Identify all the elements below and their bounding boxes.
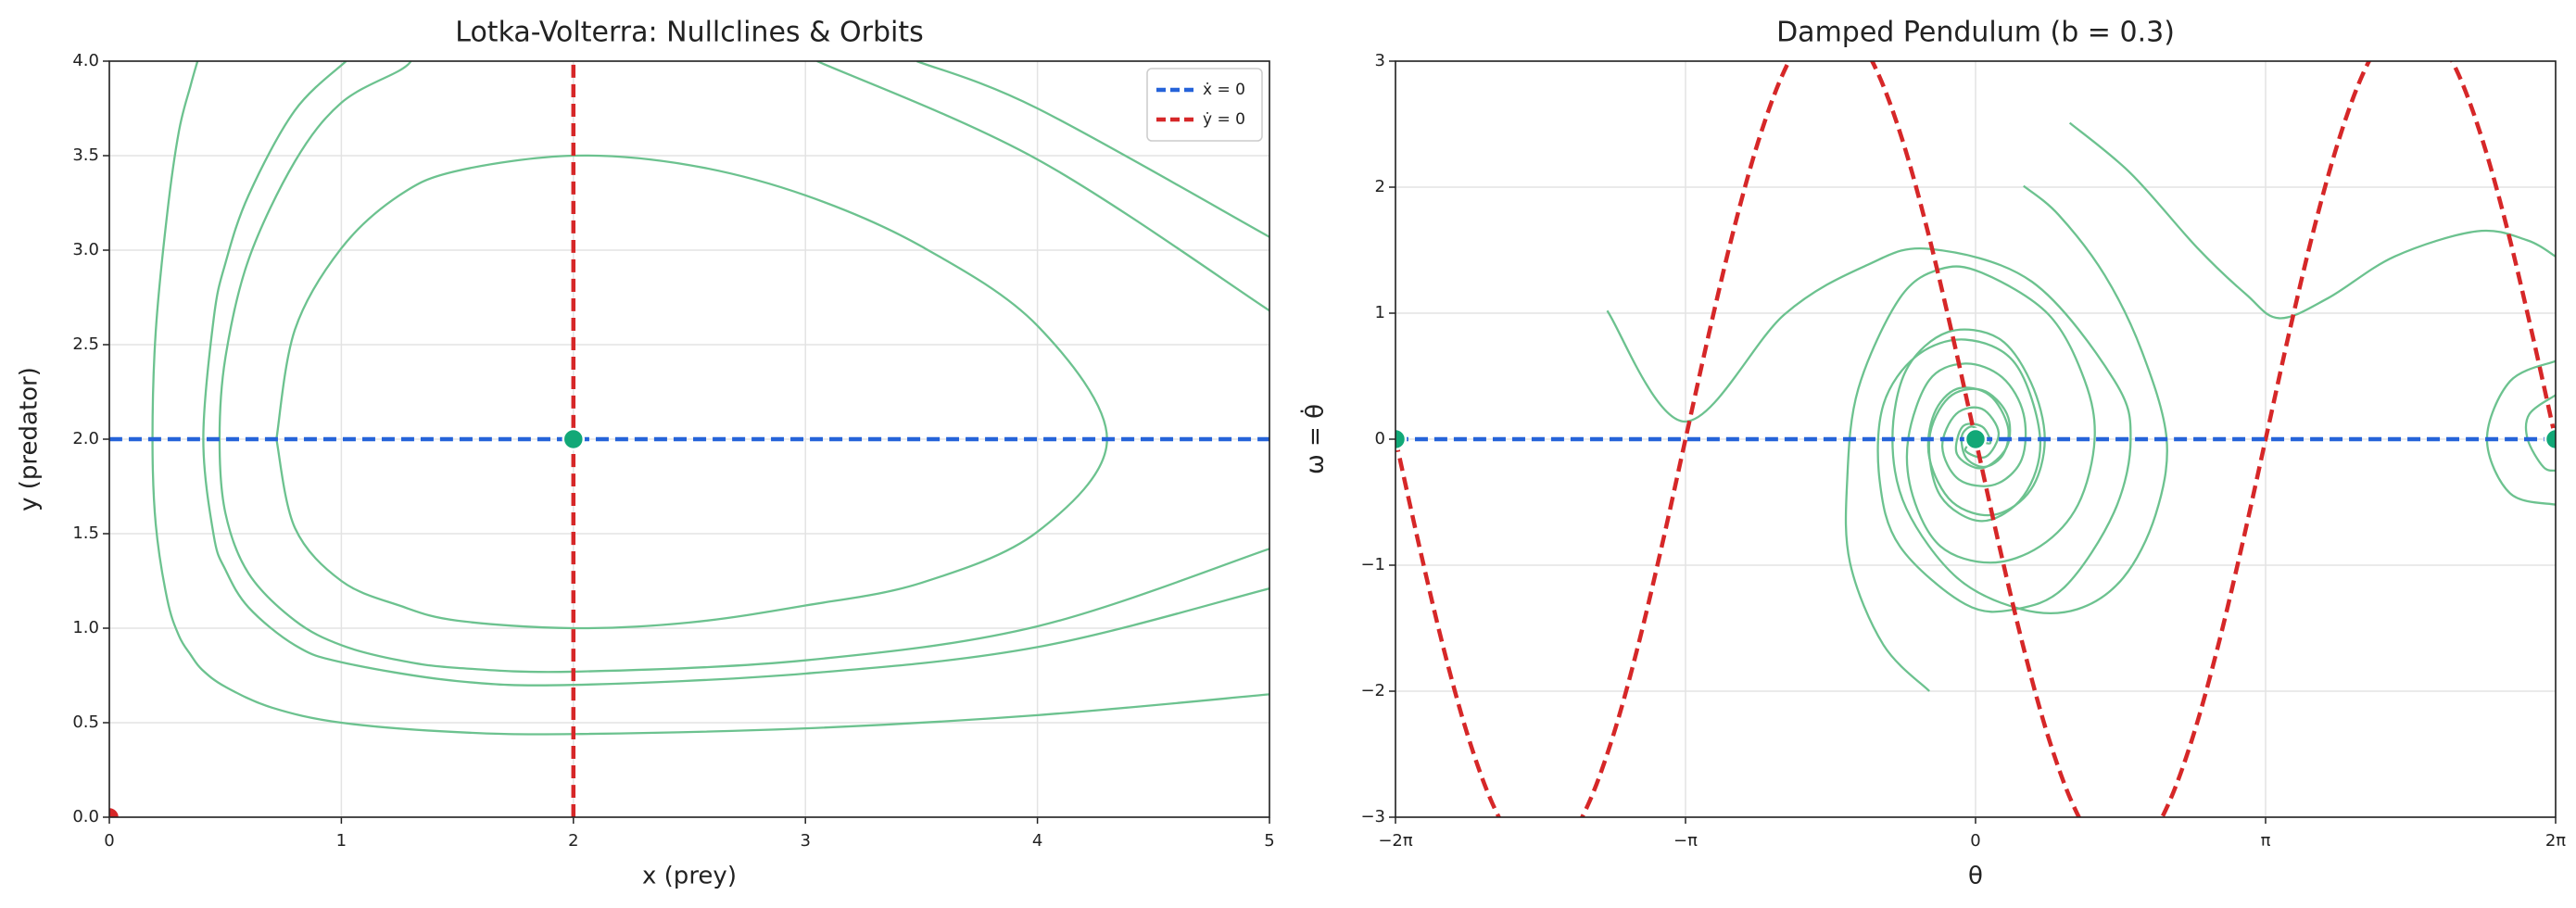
x-tick-label: 0 [1970,831,1980,851]
y-tick-label: −3 [1360,807,1385,826]
y-tick-label: 1 [1375,303,1385,322]
equilibrium-point [109,805,121,817]
y-tick-label: −2 [1360,681,1385,700]
y-tick-label: −1 [1360,555,1385,574]
legend-box [1146,68,1263,142]
x-tick-label: 3 [800,831,810,851]
orbit [1891,184,2168,615]
equilibrium-point [2544,427,2556,451]
y-tick-label: 1.0 [72,618,99,637]
equilibrium-point [1964,427,1988,451]
y-tick-label: 1.5 [72,523,99,543]
y-axis-label: ω = θ̇ [1299,404,1330,474]
y-tick-label: 2.0 [72,429,99,448]
y-tick-label: 4.0 [72,51,99,70]
y-axis-label: y (predator) [16,367,44,511]
y-tick-label: 0 [1375,429,1385,448]
axes-frame [108,60,1270,818]
y-tick-label: 3.5 [72,145,99,165]
x-tick-label: π [2261,831,2271,851]
equilibrium-point [562,427,586,451]
orbit [218,61,1269,674]
x-tick-label: −2π [1378,831,1413,851]
x-tick-label: 5 [1264,831,1274,851]
x-tick-label: 1 [336,831,347,851]
orbit [1844,265,2096,692]
orbit [151,61,1269,736]
x-axis-label: x (prey) [642,863,737,890]
orbit [275,154,1108,630]
legend-label: ẋ = 0 [1203,81,1245,99]
y-tick-label: 3 [1375,51,1385,70]
chart-title: Damped Pendulum (b = 0.3) [1776,17,2175,49]
x-tick-label: 2π [2545,831,2566,851]
x-tick-label: −π [1673,831,1698,851]
x-tick-label: 4 [1032,831,1042,851]
legend-label: ẏ = 0 [1203,110,1245,129]
y-tick-label: 3.0 [72,240,99,259]
axes-frame [1395,60,2557,818]
y-tick-label: 2 [1375,177,1385,196]
equilibrium-point [1395,427,1408,451]
x-axis-label: θ [1968,863,1983,890]
y-tick-label: 2.5 [72,334,99,354]
y-tick-label: 0.0 [72,807,99,826]
orbit [2068,121,2556,320]
y-tick-label: 0.5 [72,713,99,732]
x-tick-label: 2 [568,831,578,851]
orbit [202,61,1269,687]
x-tick-label: 0 [104,831,114,851]
chart-title: Lotka-Volterra: Nullclines & Orbits [455,17,923,49]
